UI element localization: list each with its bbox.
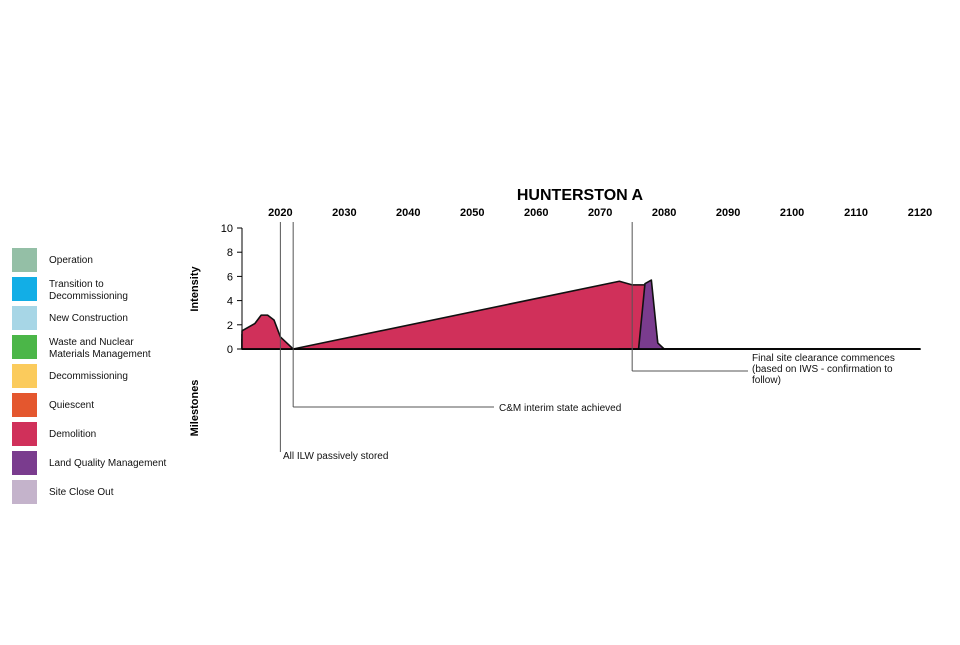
y-tick-10: 10 <box>221 223 233 235</box>
milestone-all-ilw-passively-stored-label: All ILW passively stored <box>283 451 388 462</box>
legend-label-site-close-out: Site Close Out <box>49 487 114 498</box>
legend-swatch-site-close-out <box>12 480 37 504</box>
y-tick-4: 4 <box>227 296 233 308</box>
x-tick-2060: 2060 <box>524 207 548 219</box>
legend-swatch-new-construction <box>12 306 37 330</box>
legend-label-quiescent: Quiescent <box>49 400 94 411</box>
x-tick-2080: 2080 <box>652 207 676 219</box>
legend-label-demolition: Demolition <box>49 429 96 440</box>
x-tick-2120: 2120 <box>908 207 932 219</box>
x-tick-2020: 2020 <box>268 207 292 219</box>
legend-swatch-waste-and-nuclear-materials-management <box>12 335 37 359</box>
chart-title: HUNTERSTON A <box>517 187 644 204</box>
legend-label-land-quality-management: Land Quality Management <box>49 458 167 469</box>
legend-swatch-transition-to-decommissioning <box>12 277 37 301</box>
legend-label-new-construction: New Construction <box>49 313 128 324</box>
series-layer <box>241 279 921 350</box>
legend-swatch-operation <box>12 248 37 272</box>
legend-label-transition-to-decommissioning: Transition to Decommissioning <box>49 279 128 302</box>
legend-label-waste-and-nuclear-materials-management: Waste and Nuclear Materials Management <box>49 337 151 360</box>
x-tick-2040: 2040 <box>396 207 420 219</box>
legend-swatch-land-quality-management <box>12 451 37 475</box>
y-tick-2: 2 <box>227 320 233 332</box>
x-tick-2050: 2050 <box>460 207 484 219</box>
legend-label-decommissioning: Decommissioning <box>49 371 128 382</box>
legend: Operation Transition to Decommissioning New… <box>12 248 167 504</box>
milestone-final-site-clearance-commences-label: Final site clearance commences (based on … <box>752 353 895 386</box>
legend-swatch-decommissioning <box>12 364 37 388</box>
milestones-layer: All ILW passively stored C&M interim stat… <box>279 222 895 462</box>
y-axis-label: Intensity <box>189 266 201 312</box>
y-tick-8: 8 <box>227 247 233 259</box>
x-tick-2030: 2030 <box>332 207 356 219</box>
milestones-label: Milestones <box>189 380 201 437</box>
x-tick-2090: 2090 <box>716 207 740 219</box>
y-tick-0: 0 <box>227 344 233 356</box>
series-area-demolition <box>241 280 921 350</box>
x-tick-2070: 2070 <box>588 207 612 219</box>
legend-swatch-demolition <box>12 422 37 446</box>
y-tick-6: 6 <box>227 271 233 283</box>
x-axis-ticks: 2020 2030 2040 2050 2060 2070 2080 2090 2100 2110… <box>268 207 932 219</box>
x-tick-2100: 2100 <box>780 207 804 219</box>
x-tick-2110: 2110 <box>844 207 868 219</box>
y-axis: 10 8 6 4 2 0 <box>221 223 243 356</box>
milestone-c-m-interim-state-achieved-label: C&M interim state achieved <box>499 403 621 414</box>
legend-label-operation: Operation <box>49 255 93 266</box>
legend-swatch-quiescent <box>12 393 37 417</box>
